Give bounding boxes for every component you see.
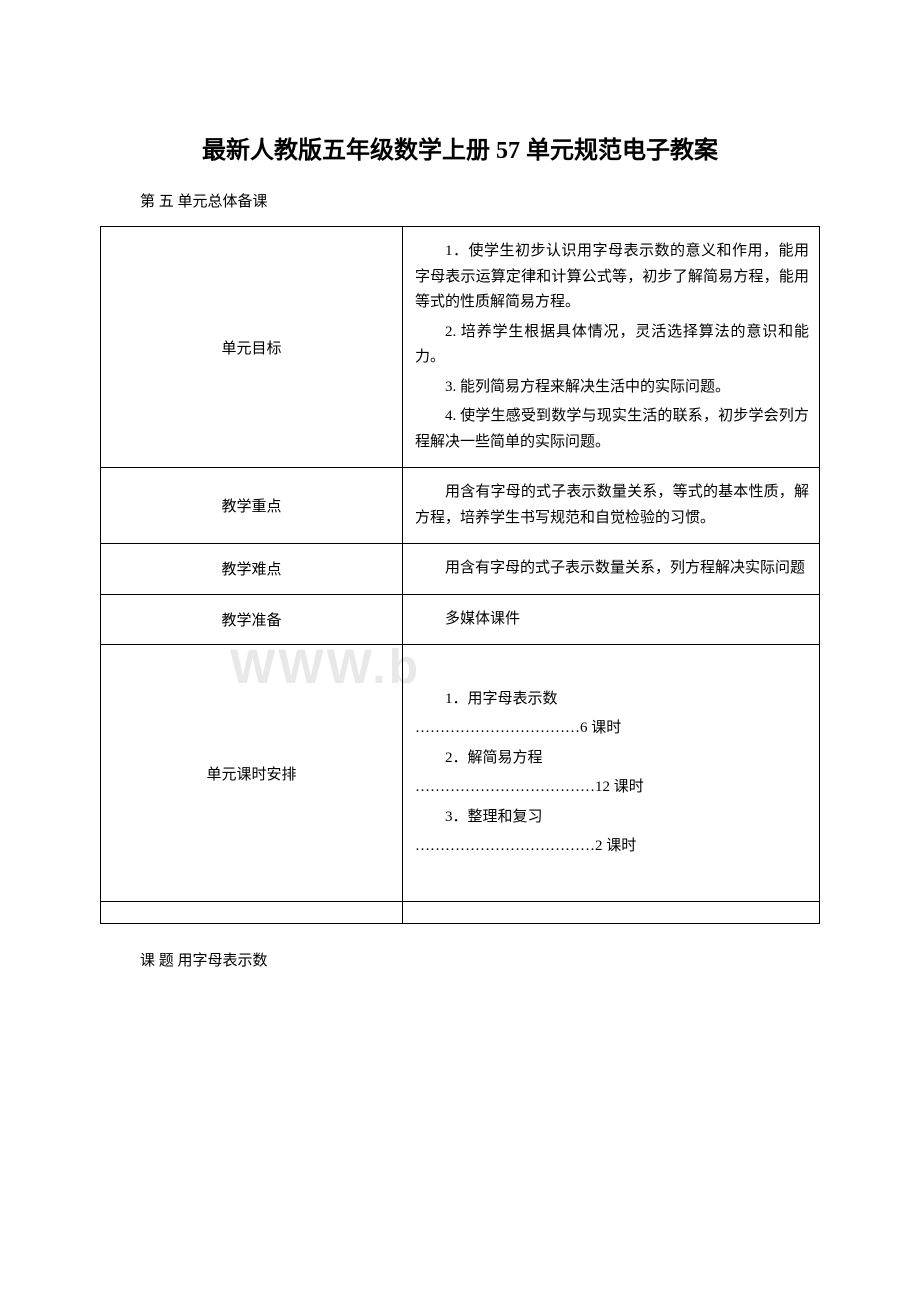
preparation-text: 多媒体课件 xyxy=(415,607,809,633)
objective-item: 4. 使学生感受到数学与现实生活的联系，初步学会列方程解决一些简单的实际问题。 xyxy=(415,404,809,455)
objective-item: 3. 能列简易方程来解决生活中的实际问题。 xyxy=(415,375,809,401)
label-difficulty: 教学难点 xyxy=(101,544,403,595)
difficulty-text: 用含有字母的式子表示数量关系，列方程解决实际问题 xyxy=(415,556,809,582)
empty-cell xyxy=(402,902,819,924)
label-focus: 教学重点 xyxy=(101,468,403,544)
subtitle: 第 五 单元总体备课 xyxy=(140,190,820,211)
content-objectives: 1．使学生初步认识用字母表示数的意义和作用，能用字母表示运算定律和计算公式等，初… xyxy=(402,227,819,468)
label-objectives: 单元目标 xyxy=(101,227,403,468)
table-row-empty xyxy=(101,902,820,924)
footer-note: 课 题 用字母表示数 xyxy=(140,949,820,970)
content-difficulty: 用含有字母的式子表示数量关系，列方程解决实际问题 xyxy=(402,544,819,595)
page-title: 最新人教版五年级数学上册 57 单元规范电子教案 xyxy=(100,130,820,165)
content-preparation: 多媒体课件 xyxy=(402,594,819,645)
schedule-item: 2．解简易方程 ………………………………12 课时 xyxy=(415,746,809,801)
schedule-name: 3．整理和复习 xyxy=(415,805,809,831)
schedule-name: 2．解简易方程 xyxy=(415,746,809,772)
content-focus: 用含有字母的式子表示数量关系，等式的基本性质，解方程，培养学生书写规范和自觉检验… xyxy=(402,468,819,544)
table-row-objectives: 单元目标 1．使学生初步认识用字母表示数的意义和作用，能用字母表示运算定律和计算… xyxy=(101,227,820,468)
schedule-hours: ………………………………2 课时 xyxy=(415,834,809,860)
table-row-difficulty: 教学难点 用含有字母的式子表示数量关系，列方程解决实际问题 xyxy=(101,544,820,595)
label-schedule: 单元课时安排 xyxy=(101,645,403,902)
schedule-name: 1．用字母表示数 xyxy=(415,687,809,713)
lesson-plan-table: 单元目标 1．使学生初步认识用字母表示数的意义和作用，能用字母表示运算定律和计算… xyxy=(100,226,820,924)
schedule-item: 3．整理和复习 ………………………………2 课时 xyxy=(415,805,809,860)
schedule-hours: ………………………………12 课时 xyxy=(415,775,809,801)
table-row-preparation: 教学准备 多媒体课件 xyxy=(101,594,820,645)
focus-text: 用含有字母的式子表示数量关系，等式的基本性质，解方程，培养学生书写规范和自觉检验… xyxy=(415,480,809,531)
empty-cell xyxy=(101,902,403,924)
objective-item: 2. 培养学生根据具体情况，灵活选择算法的意识和能力。 xyxy=(415,320,809,371)
objective-item: 1．使学生初步认识用字母表示数的意义和作用，能用字母表示运算定律和计算公式等，初… xyxy=(415,239,809,316)
table-row-schedule: 单元课时安排 1．用字母表示数 ……………………………6 课时 2．解简易方程 … xyxy=(101,645,820,902)
content-schedule: 1．用字母表示数 ……………………………6 课时 2．解简易方程 …………………… xyxy=(402,645,819,902)
schedule-item: 1．用字母表示数 ……………………………6 课时 xyxy=(415,687,809,742)
table-row-focus: 教学重点 用含有字母的式子表示数量关系，等式的基本性质，解方程，培养学生书写规范… xyxy=(101,468,820,544)
label-preparation: 教学准备 xyxy=(101,594,403,645)
schedule-hours: ……………………………6 课时 xyxy=(415,716,809,742)
